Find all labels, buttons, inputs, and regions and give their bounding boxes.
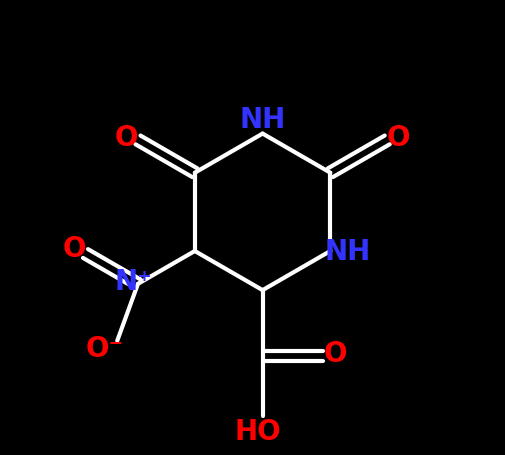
Text: O: O — [115, 124, 138, 152]
Text: NH: NH — [239, 106, 286, 134]
Text: O: O — [324, 339, 347, 368]
Text: NH: NH — [325, 238, 371, 265]
Text: N⁺: N⁺ — [114, 268, 152, 296]
Text: O⁻: O⁻ — [85, 334, 124, 363]
Text: HO: HO — [234, 417, 281, 445]
Text: O: O — [63, 235, 86, 263]
Text: O: O — [387, 124, 410, 152]
